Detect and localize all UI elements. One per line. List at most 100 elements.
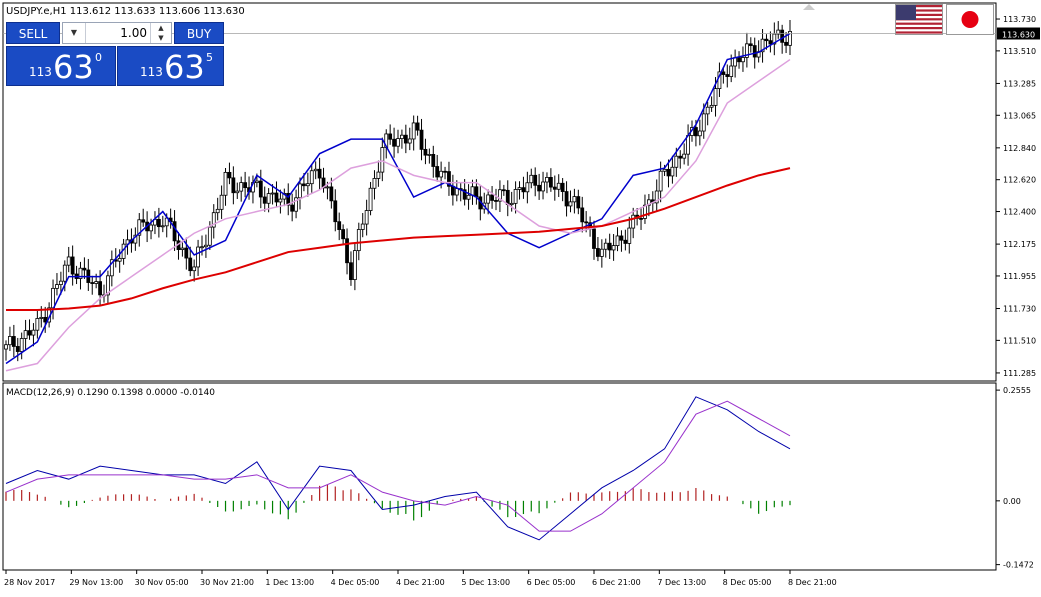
candle-body [286,192,291,206]
macd-tick-label: 0.2555 [1003,386,1031,395]
lot-spinner-icon[interactable]: ▲ ▼ [150,23,171,43]
time-tick-label: 30 Nov 21:00 [200,578,254,587]
price-tick-label: 112.400 [1003,208,1036,217]
candle-body [352,250,357,281]
candle-body [227,171,232,179]
price-tick-label: 111.730 [1003,305,1036,314]
candle-body [466,194,471,200]
candle-body [94,281,99,284]
candle-body [239,182,244,192]
candle-body [517,187,522,190]
lot-dropdown-icon[interactable]: ▼ [63,23,86,43]
candle-body [639,217,643,220]
candle-body [313,168,318,172]
candle-body [223,171,228,196]
candle-body [741,57,745,63]
time-tick-label: 6 Dec 21:00 [592,578,641,587]
candle-body [356,229,361,252]
candle-body [215,208,220,214]
candle-body [368,187,373,211]
candle-body [509,202,514,206]
candle-body [505,189,510,206]
time-tick-label: 6 Dec 05:00 [527,578,576,587]
candle-body [192,266,197,272]
candle-body [66,256,71,266]
candle-body [584,221,589,224]
candle-body [23,330,28,339]
candle-body [627,227,632,244]
buy-price-button[interactable]: 113 63 5 [117,46,224,86]
candle-body [780,29,785,43]
chart-shift-marker[interactable] [803,4,815,10]
time-tick-label: 4 Dec 21:00 [396,578,445,587]
buy-price-sup: 5 [206,51,213,64]
candle-body [678,155,683,159]
candle-body [450,185,455,196]
candle-body [82,267,87,271]
one-click-trading-panel: SELL ▼ 1.00 ▲ ▼ BUY 113 63 0 113 63 5 [6,22,224,86]
candle-body [533,174,538,186]
candle-body [156,218,161,228]
candle-body [768,40,773,45]
candle-body [748,43,753,46]
us-flag-icon [895,4,943,35]
macd-tick-label: -0.1472 [1003,561,1034,570]
candle-body [427,154,432,156]
candle-body [572,196,577,203]
macd-layer [5,396,791,541]
candle-body [658,170,663,192]
japan-flag-icon [946,4,994,35]
candle-body [15,346,20,352]
candle-body [490,194,494,201]
candle-body [521,187,526,193]
candle-body [737,57,741,63]
candle-body [603,242,608,250]
candle-body [364,210,369,225]
candle-body [537,184,542,192]
sell-price-button[interactable]: 113 63 0 [6,46,116,86]
candle-body [576,196,581,209]
candle-body [360,223,365,230]
candle-body [454,188,459,196]
lot-size-field[interactable]: ▼ 1.00 ▲ ▼ [62,22,172,44]
candle-body [43,316,48,323]
candle-body [615,235,620,246]
sell-price-sup: 0 [95,51,102,64]
buy-button[interactable]: BUY [174,22,224,44]
symbol-header: USDJPY.e,H1 113.612 113.633 113.606 113.… [6,6,245,17]
sell-button[interactable]: SELL [6,22,60,44]
candle-body [109,259,114,277]
candle-body [709,104,714,108]
lot-size-value[interactable]: 1.00 [120,26,147,40]
candle-body [137,219,142,236]
candle-body [62,264,67,282]
candle-body [697,130,702,137]
time-tick-label: 5 Dec 13:00 [461,578,510,587]
buy-price-big: 63 [164,48,205,86]
candle-body [98,281,102,296]
price-tick-label: 113.065 [1003,111,1036,120]
candle-body [160,225,165,228]
candle-body [8,336,12,346]
current-price-label: 113.630 [1002,31,1035,40]
candle-body [611,245,616,251]
candle-body [541,181,545,192]
candle-body [646,199,651,206]
price-tick-label: 113.730 [1003,15,1036,24]
price-tick-label: 112.620 [1003,176,1036,185]
candle-body [243,182,248,189]
candle-body [725,74,730,77]
candle-body [686,135,690,155]
candle-body [258,180,263,198]
candle-body [443,170,447,173]
candle-body [729,65,734,77]
candle-body [431,154,436,167]
candle-body [149,224,153,232]
candle-body [35,318,40,331]
price-tick-label: 111.285 [1003,369,1036,378]
price-tick-label: 111.510 [1003,336,1036,345]
candle-body [666,168,671,177]
time-tick-label: 8 Dec 05:00 [723,578,772,587]
